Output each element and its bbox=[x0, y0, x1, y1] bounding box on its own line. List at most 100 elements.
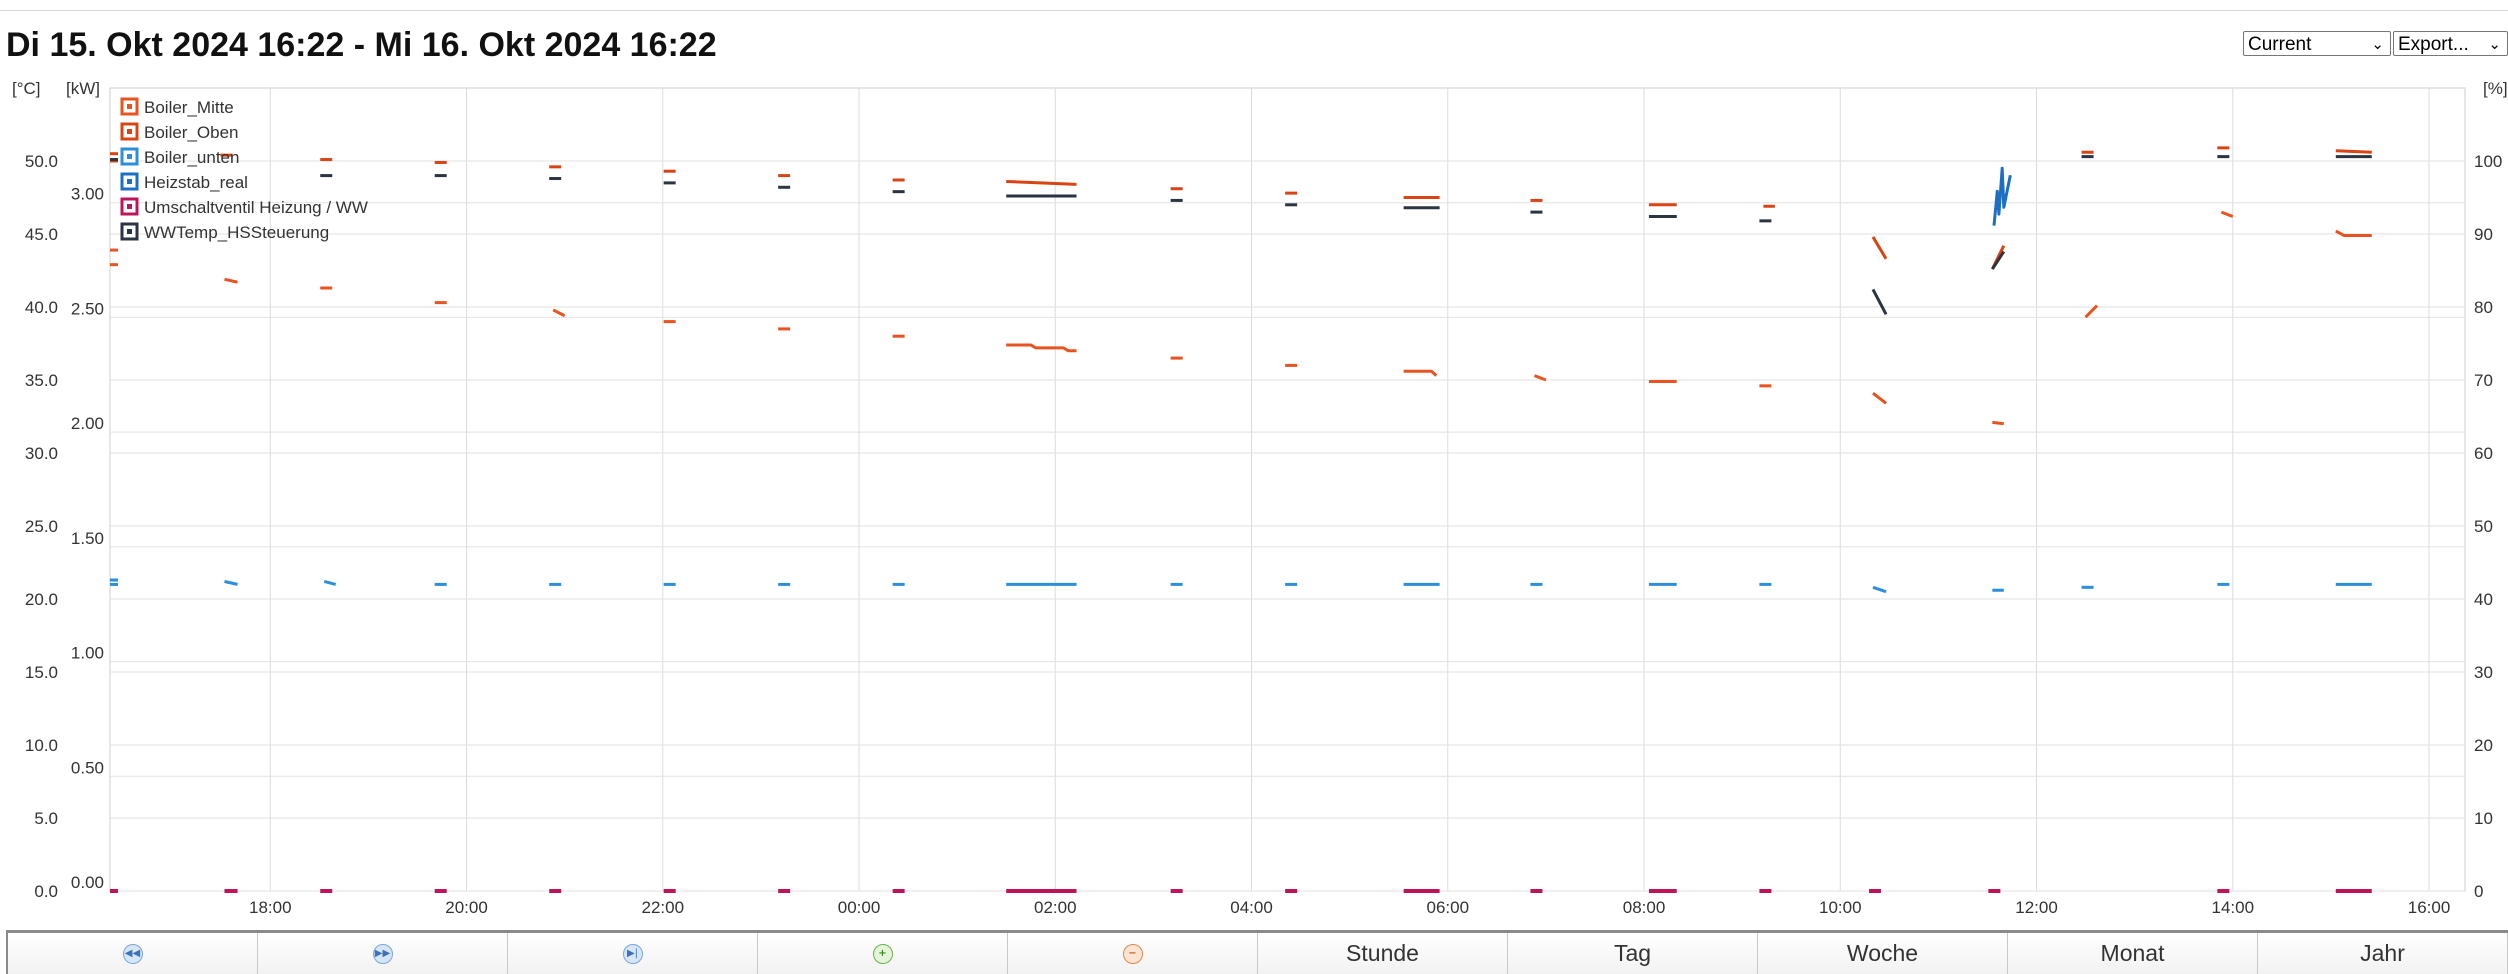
temp-tick-label: 50.0 bbox=[25, 152, 58, 171]
legend-label: Umschaltventil Heizung / WW bbox=[144, 198, 368, 217]
period-button-jahr[interactable]: Jahr bbox=[2258, 933, 2508, 974]
data-line bbox=[1872, 585, 1887, 594]
legend-label: Heizstab_real bbox=[144, 173, 248, 192]
zoom-out-icon: − bbox=[1122, 943, 1143, 964]
data-line bbox=[2084, 304, 2099, 319]
data-line bbox=[1006, 343, 1077, 353]
legend-label: Boiler_Oben bbox=[144, 123, 239, 142]
period-select-value: Current bbox=[2248, 34, 2312, 55]
x-tick-label: 16:00 bbox=[2408, 898, 2451, 917]
x-tick-label: 04:00 bbox=[1230, 898, 1273, 917]
legend-swatch-dot bbox=[127, 129, 132, 134]
percent-tick-label: 40 bbox=[2474, 590, 2493, 609]
legend-swatch-dot bbox=[127, 179, 132, 184]
x-tick-label: 10:00 bbox=[1819, 898, 1862, 917]
data-line bbox=[224, 277, 238, 284]
legend-swatch-dot bbox=[127, 204, 132, 209]
data-line bbox=[1991, 250, 2006, 270]
data-line bbox=[1006, 179, 1077, 186]
data-line bbox=[323, 580, 337, 586]
x-tick-label: 06:00 bbox=[1426, 898, 1469, 917]
period-button-stunde[interactable]: Stunde bbox=[1258, 933, 1508, 974]
chart-grid bbox=[109, 87, 2466, 892]
power-tick-label: 1.00 bbox=[71, 644, 104, 663]
legend-label: Boiler_unten bbox=[144, 148, 239, 167]
data-line bbox=[1992, 166, 2012, 226]
chevron-down-icon: ⌄ bbox=[2488, 36, 2501, 53]
percent-tick-label: 70 bbox=[2474, 371, 2493, 390]
percent-tick-label: 30 bbox=[2474, 663, 2493, 682]
power-tick-label: 1.50 bbox=[71, 529, 104, 548]
zoom-in-icon: + bbox=[872, 943, 893, 964]
temp-tick-label: 0.0 bbox=[34, 882, 58, 901]
x-tick-label: 20:00 bbox=[445, 898, 488, 917]
data-line bbox=[2335, 149, 2372, 154]
power-axis-unit: [kW] bbox=[66, 79, 100, 98]
period-button-tag[interactable]: Tag bbox=[1508, 933, 1758, 974]
zoom-in-button[interactable]: + bbox=[758, 933, 1008, 974]
x-tick-label: 02:00 bbox=[1034, 898, 1077, 917]
plot-frame bbox=[109, 87, 2466, 892]
data-line bbox=[1533, 374, 1547, 382]
legend-label: Boiler_Mitte bbox=[144, 98, 234, 117]
percent-tick-label: 90 bbox=[2474, 225, 2493, 244]
data-line bbox=[1872, 391, 1887, 405]
data-line bbox=[1871, 288, 1888, 315]
top-divider bbox=[0, 10, 2508, 11]
chart-series bbox=[110, 146, 2372, 893]
skip-end-icon: ▶| bbox=[622, 943, 643, 964]
power-tick-label: 0.00 bbox=[71, 873, 104, 892]
percent-axis-unit: [%] bbox=[2483, 79, 2508, 98]
chart-axes: 18:00 20:00 22:00 00:00 02:00 04:00 06:00 08:00… bbox=[12, 79, 2508, 917]
data-line bbox=[224, 580, 238, 586]
temp-tick-label: 25.0 bbox=[25, 517, 58, 536]
page-title: Di 15. Okt 2024 16:22 - Mi 16. Okt 2024 … bbox=[6, 26, 717, 64]
temp-tick-label: 15.0 bbox=[25, 663, 58, 682]
temp-tick-label: 30.0 bbox=[25, 444, 58, 463]
period-button-woche[interactable]: Woche bbox=[1758, 933, 2008, 974]
power-tick-label: 0.50 bbox=[71, 758, 104, 777]
temp-tick-label: 35.0 bbox=[25, 371, 58, 390]
skip-end-button[interactable]: ▶| bbox=[508, 933, 758, 974]
temp-tick-label: 20.0 bbox=[25, 590, 58, 609]
percent-tick-label: 10 bbox=[2474, 809, 2493, 828]
x-tick-label: 18:00 bbox=[249, 898, 292, 917]
period-button-monat[interactable]: Monat bbox=[2008, 933, 2258, 974]
x-tick-label: 00:00 bbox=[838, 898, 881, 917]
legend-swatch-dot bbox=[127, 229, 132, 234]
power-tick-label: 3.00 bbox=[71, 185, 104, 204]
chart: 18:00 20:00 22:00 00:00 02:00 04:00 06:00 08:00… bbox=[12, 79, 2508, 917]
export-select[interactable]: Export... ⌄ bbox=[2393, 31, 2508, 56]
data-line bbox=[2220, 210, 2234, 218]
legend-swatch-dot bbox=[127, 104, 132, 109]
series-heizstab-real bbox=[1992, 166, 2012, 226]
x-tick-label: 08:00 bbox=[1623, 898, 1666, 917]
temp-tick-label: 45.0 bbox=[25, 225, 58, 244]
temp-tick-label: 40.0 bbox=[25, 298, 58, 317]
x-tick-label: 22:00 bbox=[641, 898, 684, 917]
series-boiler-mitte bbox=[110, 210, 2372, 426]
data-line bbox=[1403, 369, 1438, 377]
x-tick-label: 12:00 bbox=[2015, 898, 2058, 917]
export-select-value: Export... bbox=[2398, 34, 2469, 55]
temp-axis-unit: [°C] bbox=[12, 79, 41, 98]
percent-tick-label: 50 bbox=[2474, 517, 2493, 536]
period-select[interactable]: Current ⌄ bbox=[2243, 31, 2391, 56]
zoom-out-button[interactable]: − bbox=[1008, 933, 1258, 974]
fast-forward-button[interactable]: ▶▶ bbox=[258, 933, 508, 974]
data-line bbox=[1992, 420, 2005, 426]
temp-tick-label: 10.0 bbox=[25, 736, 58, 755]
fast-forward-icon: ▶▶ bbox=[372, 943, 393, 964]
percent-tick-label: 0 bbox=[2474, 882, 2483, 901]
data-line bbox=[1871, 236, 1888, 260]
series-wwtemp-hssteuerung bbox=[110, 155, 2372, 315]
series-boiler-oben bbox=[110, 146, 2372, 270]
percent-tick-label: 100 bbox=[2474, 152, 2502, 171]
data-line bbox=[552, 308, 566, 318]
navigation-bar: ◀◀ ▶▶ ▶| + − Stunde Tag Woche Monat Jahr bbox=[6, 930, 2508, 974]
temp-tick-label: 5.0 bbox=[34, 809, 58, 828]
rewind-icon: ◀◀ bbox=[122, 943, 143, 964]
percent-tick-label: 80 bbox=[2474, 298, 2493, 317]
rewind-button[interactable]: ◀◀ bbox=[8, 933, 258, 974]
chevron-down-icon: ⌄ bbox=[2371, 36, 2384, 53]
